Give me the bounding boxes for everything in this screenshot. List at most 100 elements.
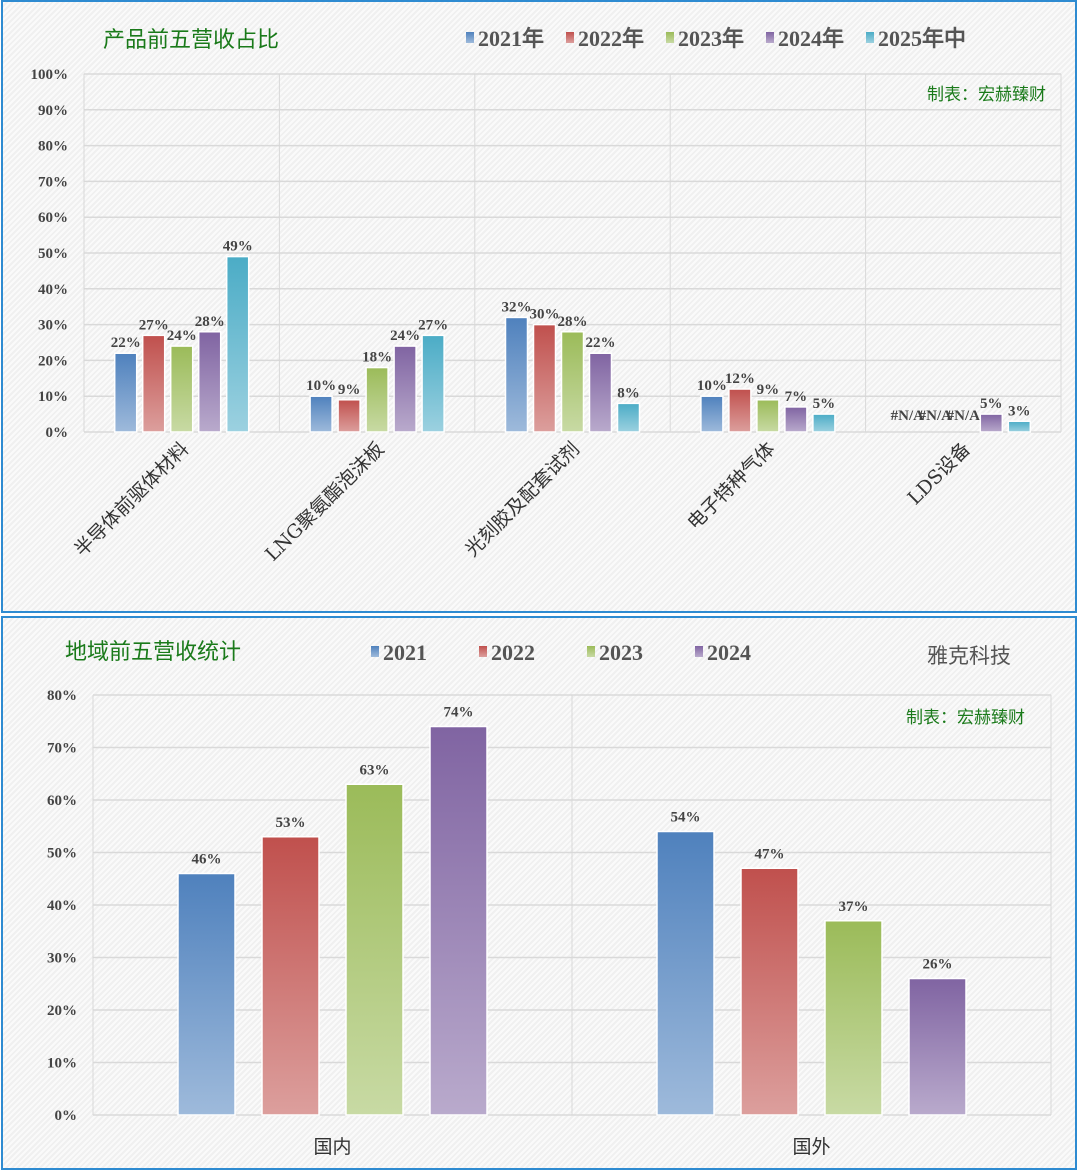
bar — [225, 255, 250, 433]
y-tick-label: 100% — [31, 67, 69, 83]
legend-label: 2024年 — [778, 26, 844, 51]
bar — [429, 725, 488, 1116]
bar — [177, 872, 236, 1116]
data-label: 7% — [785, 389, 808, 405]
data-label: 54% — [671, 810, 701, 826]
data-label: 32% — [502, 299, 532, 315]
data-label: 27% — [139, 317, 169, 333]
data-label: #N/A — [919, 408, 953, 424]
data-label: 26% — [923, 957, 953, 973]
bar — [169, 345, 194, 433]
data-label: 46% — [192, 852, 222, 868]
y-tick-label: 0% — [55, 1108, 78, 1124]
data-label: 22% — [111, 335, 141, 351]
data-label: 18% — [362, 350, 392, 366]
legend-swatch — [766, 32, 774, 43]
data-label: 63% — [360, 762, 390, 778]
bar — [979, 413, 1004, 433]
data-label: 47% — [755, 846, 785, 862]
data-label: 3% — [1008, 403, 1031, 419]
bar — [337, 399, 361, 433]
bar — [421, 334, 445, 433]
y-tick-label: 30% — [47, 951, 77, 967]
data-label: 53% — [276, 815, 306, 831]
bar — [141, 334, 166, 433]
legend-swatch — [466, 32, 474, 43]
y-tick-label: 80% — [47, 688, 77, 704]
y-tick-label: 60% — [38, 210, 68, 226]
y-tick-label: 80% — [38, 139, 68, 155]
bar — [1007, 420, 1032, 433]
legend-label: 2021年 — [478, 26, 544, 51]
data-label: 28% — [558, 314, 588, 330]
data-label: 5% — [813, 396, 836, 412]
bar — [812, 413, 836, 433]
data-label: 5% — [980, 396, 1003, 412]
chart-title: 地域前五营收统计 — [65, 640, 241, 665]
data-label: #N/A — [891, 408, 925, 424]
legend-label: 2023 — [599, 640, 643, 665]
legend-swatch — [866, 32, 874, 43]
y-tick-label: 20% — [38, 353, 68, 369]
data-label: 12% — [725, 371, 755, 387]
legend-swatch — [566, 32, 574, 43]
legend-label: 2022 — [491, 640, 535, 665]
x-category-label: 国外 — [792, 1136, 830, 1158]
data-label: 8% — [617, 385, 640, 401]
y-tick-label: 0% — [46, 425, 69, 441]
chart-credit: 制表：宏赫臻财 — [906, 708, 1025, 728]
region-revenue-chart-panel: 地域前五营收统计 雅克科技 制表：宏赫臻财 0% 10% 20% 30% 40% 50% 6… — [1, 616, 1077, 1170]
data-label: 24% — [167, 328, 197, 344]
bar — [393, 345, 417, 433]
data-label: 22% — [586, 335, 616, 351]
bar — [504, 316, 529, 433]
region-revenue-chart: 地域前五营收统计 雅克科技 制表：宏赫臻财 0% 10% 20% 30% 40% 50% 6… — [47, 640, 1052, 1158]
data-label: 27% — [418, 317, 448, 333]
bar — [345, 783, 404, 1116]
legend-swatch — [695, 646, 703, 657]
legend-swatch — [479, 646, 487, 657]
x-category-label: 电子特种气体 — [683, 438, 779, 534]
bar — [728, 388, 752, 433]
bar — [824, 920, 883, 1116]
y-tick-label: 40% — [47, 898, 77, 914]
legend-swatch — [587, 646, 595, 657]
data-label: 10% — [306, 378, 336, 394]
y-tick-label: 10% — [47, 1056, 77, 1072]
company-name: 雅克科技 — [927, 644, 1011, 668]
bar — [700, 395, 724, 433]
y-tick-label: 30% — [38, 318, 68, 334]
data-label: 30% — [530, 307, 560, 323]
product-revenue-chart: 产品前五营收占比 制表：宏赫臻财 0% 10% 20% 30% 40% 50% 60% 70%… — [31, 26, 1062, 566]
bar — [365, 366, 389, 433]
bar — [740, 867, 799, 1116]
x-category-label: 半导体前驱体材料 — [70, 438, 193, 561]
y-tick-label: 50% — [38, 246, 68, 262]
bar — [113, 352, 138, 433]
y-tick-label: 90% — [38, 103, 68, 119]
data-label: 9% — [338, 382, 361, 398]
data-label: 24% — [390, 328, 420, 344]
x-category-label: 光刻胶及配套试剂 — [461, 438, 584, 561]
bar — [588, 352, 613, 433]
legend-label: 2024 — [707, 640, 751, 665]
y-tick-label: 50% — [47, 846, 77, 862]
chart-title: 产品前五营收占比 — [103, 28, 279, 53]
bar — [908, 977, 967, 1116]
y-tick-label: 70% — [38, 174, 68, 190]
legend-label: 2021 — [383, 640, 427, 665]
bar — [309, 395, 333, 433]
bar — [616, 402, 641, 433]
bar — [197, 331, 222, 433]
bar — [560, 331, 585, 433]
data-label: 9% — [757, 382, 780, 398]
y-tick-label: 40% — [38, 282, 68, 298]
data-label: 74% — [444, 705, 474, 721]
data-label: 37% — [839, 899, 869, 915]
y-tick-label: 10% — [38, 389, 68, 405]
product-revenue-chart-panel: 产品前五营收占比 制表：宏赫臻财 0% 10% 20% 30% 40% 50% 60% 70%… — [1, 0, 1077, 613]
y-tick-label: 60% — [47, 793, 77, 809]
x-category-label: 国内 — [313, 1136, 351, 1158]
bar — [261, 836, 320, 1116]
legend-swatch — [666, 32, 674, 43]
